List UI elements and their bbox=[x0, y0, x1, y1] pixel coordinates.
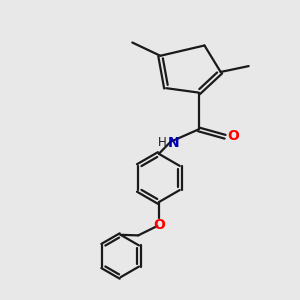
Text: O: O bbox=[154, 218, 165, 232]
Text: H: H bbox=[158, 136, 166, 149]
Text: N: N bbox=[168, 136, 179, 150]
Text: O: O bbox=[227, 129, 239, 143]
